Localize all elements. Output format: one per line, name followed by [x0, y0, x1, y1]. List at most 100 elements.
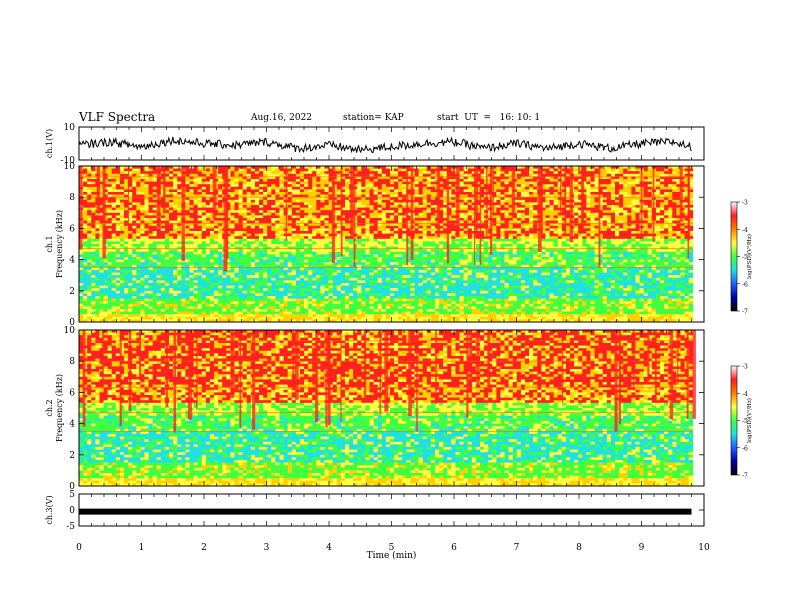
- spectrogram-cell: [574, 184, 583, 188]
- spectrogram-cell: [99, 288, 113, 292]
- spectrogram-cell: [152, 194, 158, 198]
- spectrogram-cell: [107, 251, 121, 255]
- spectrogram-cell: [295, 199, 301, 203]
- spectrogram-cell: [91, 293, 100, 297]
- spectrogram-cell: [619, 205, 624, 208]
- spectrogram-cell: [664, 280, 681, 284]
- spectrogram-cell: [177, 173, 182, 177]
- spectrogram-cell: [197, 275, 203, 279]
- spectrogram-cell: [627, 228, 640, 232]
- spectrogram-cell: [299, 283, 305, 286]
- spectrogram-cell: [602, 301, 608, 305]
- spectrogram-cell: [283, 306, 297, 310]
- spectrogram-cell: [230, 205, 235, 208]
- spectrogram-cell: [529, 267, 534, 271]
- spectrogram-cell: [275, 184, 280, 188]
- spectrogram-cell: [189, 264, 194, 268]
- spectrogram-cell: [561, 244, 571, 247]
- spectrogram-cell: [124, 298, 145, 302]
- spectrogram-cell: [87, 296, 96, 299]
- spectrogram-cell: [218, 199, 227, 203]
- spectrogram-cell: [246, 199, 252, 203]
- spectrogram-cell: [377, 225, 387, 229]
- spectrogram-cell: [295, 244, 313, 247]
- spectrogram-cell: [451, 189, 456, 193]
- spectrogram-cell: [107, 194, 113, 198]
- spectrogram-cell: [484, 303, 489, 307]
- spectrogram-cell: [385, 277, 391, 281]
- spectrogram-cell: [447, 220, 460, 224]
- spectrogram-cell: [639, 270, 645, 273]
- spectrogram-cell: [185, 202, 190, 206]
- spectrogram-cell: [246, 218, 252, 221]
- spectrogram-cell: [398, 233, 403, 237]
- spectrogram-cell: [87, 285, 100, 289]
- spectrogram-cell: [299, 293, 309, 297]
- spectrogram-cell: [83, 303, 92, 307]
- spectrogram-cell: [684, 296, 690, 299]
- spectrogram-cell: [279, 199, 284, 203]
- spectrogram-cell: [287, 223, 297, 227]
- spectrogram-cell: [181, 220, 203, 224]
- spectrogram-cell: [152, 280, 158, 284]
- spectrogram-cell: [664, 192, 669, 195]
- spectrogram-cell: [119, 173, 129, 177]
- spectrogram-cell: [520, 184, 526, 188]
- spectrogram-cell: [218, 285, 223, 289]
- spectrogram-cell: [299, 228, 305, 232]
- spectrogram-cell: [635, 301, 645, 305]
- spectrogram-cell: [148, 218, 154, 221]
- spectrogram-cell: [463, 228, 469, 232]
- spectrogram-cell: [254, 251, 260, 255]
- spectrogram-cell: [524, 306, 534, 310]
- spectrogram-cell: [574, 233, 579, 237]
- spectrogram-cell: [664, 251, 677, 255]
- spectrogram-cell: [655, 179, 661, 182]
- spectrogram-cell: [484, 270, 493, 273]
- spectrogram-cell: [426, 220, 440, 224]
- spectrogram-cell: [475, 301, 485, 305]
- spectrogram-cell: [463, 236, 469, 240]
- spectrogram-cell: [324, 205, 334, 208]
- spectrogram-cell: [115, 223, 121, 227]
- spectrogram-cell: [136, 277, 141, 281]
- spectrogram-cell: [242, 272, 256, 276]
- spectrogram-cell: [152, 262, 158, 266]
- spectrogram-cell: [610, 264, 636, 268]
- spectrogram-cell: [623, 303, 632, 307]
- spectrogram-cell: [107, 262, 113, 266]
- spectrogram-cell: [279, 288, 284, 292]
- spectrogram-cell: [602, 244, 608, 247]
- spectrogram-cell: [361, 197, 366, 201]
- spectrogram-cell: [402, 197, 407, 201]
- spectrogram-cell: [479, 210, 485, 214]
- spectrogram-cell: [447, 233, 452, 237]
- spectrogram-cell: [160, 262, 182, 266]
- spectrogram-cell: [299, 306, 305, 310]
- spectrogram-cell: [156, 176, 166, 180]
- spectrogram-cell: [651, 280, 657, 284]
- spectrogram-cell: [647, 301, 653, 305]
- spectrogram-cell: [246, 220, 256, 224]
- spectrogram-cell: [402, 283, 407, 286]
- spectrogram-cell: [623, 298, 632, 302]
- spectrogram-cell: [598, 238, 604, 242]
- spectrogram-cell: [287, 205, 293, 208]
- spectrogram-cell: [447, 212, 452, 216]
- spectrogram-cell: [680, 298, 690, 302]
- spectrogram-cell: [557, 225, 563, 229]
- spectrogram-cell: [496, 231, 501, 234]
- spectrogram-cell: [615, 210, 628, 214]
- spectrogram-cell: [189, 184, 194, 188]
- spectrogram-cell: [439, 228, 444, 232]
- spectrogram-cell: [291, 212, 309, 216]
- spectrogram-cell: [660, 257, 665, 260]
- spectrogram-cell: [377, 254, 383, 258]
- spectrogram-cell: [263, 303, 280, 307]
- spectrogram-cell: [197, 303, 203, 307]
- spectrogram-cell: [250, 303, 260, 307]
- spectrogram-cell: [312, 212, 334, 216]
- spectrogram-cell: [148, 199, 166, 203]
- spectrogram-cell: [365, 223, 370, 227]
- spectrogram-cell: [189, 288, 194, 292]
